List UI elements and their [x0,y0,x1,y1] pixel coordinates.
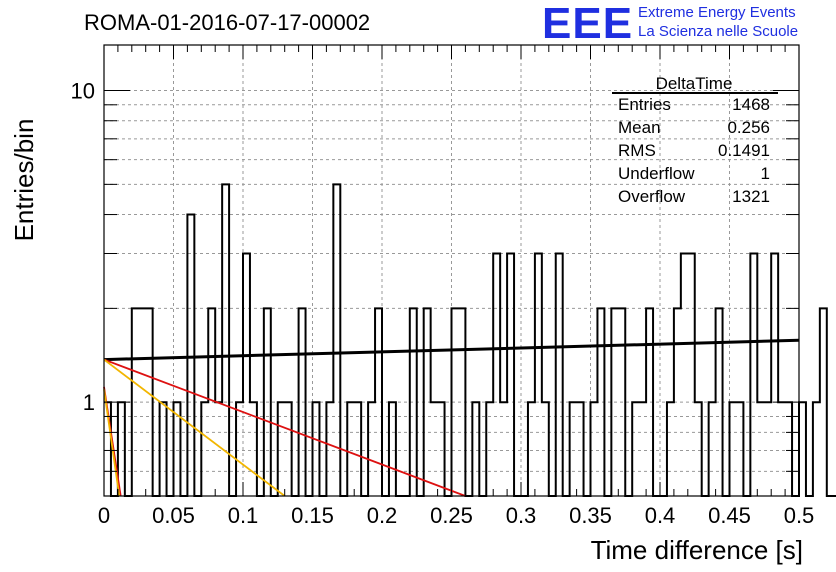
stats-label: Entries [618,95,671,114]
chart-title: ROMA-01-2016-07-17-00002 [84,10,371,35]
eee-logo: EEE [542,0,634,48]
histogram-bin [556,253,563,496]
x-tick-label: 0.1 [228,503,259,528]
stats-label: RMS [618,141,656,160]
histogram-bin [688,253,695,496]
histogram-bin [771,253,778,496]
histogram-series [104,183,836,497]
x-tick-label: 0.05 [152,503,195,528]
x-tick-label: 0.35 [569,503,612,528]
stats-label: Overflow [618,187,686,206]
stats-value: 0.256 [727,118,770,137]
stats-label: Mean [618,118,661,137]
x-tick-label: 0.5 [784,503,815,528]
y-tick-label: 10 [71,79,95,104]
histogram-bin [243,253,250,496]
x-tick-label: 0.45 [708,503,751,528]
y-axis-label: Entries/bin [9,119,39,242]
stats-title: DeltaTime [656,74,733,93]
logo-line-1: Extreme Energy Events [638,4,796,21]
histogram-bin [813,402,820,496]
x-axis-label: Time difference [s] [591,535,803,565]
stats-value: 1468 [732,95,770,114]
histogram-bin [493,253,500,496]
fit-lines [103,338,800,497]
histogram-bin [535,253,542,496]
stats-value: 0.1491 [718,141,770,160]
logo-line-2: La Scienza nelle Scuole [638,23,799,40]
x-tick-label: 0 [98,503,110,528]
fit-line-black [103,338,800,362]
stats-value: 1321 [732,187,770,206]
histogram-bin [507,253,514,496]
x-tick-label: 0.4 [645,503,676,528]
y-tick-label: 1 [83,390,95,415]
histogram-bin [187,215,194,496]
stats-label: Underflow [618,164,695,183]
stats-box: DeltaTime Entries 1468 Mean 0.256 RMS 0.1491 U… [612,74,778,206]
histogram-bin [681,253,688,496]
x-tick-label: 0.3 [506,503,537,528]
histogram-bin [750,253,757,496]
x-tick-label: 0.25 [430,503,473,528]
fit-line-orange [103,358,286,497]
axis-ticks: 0 0.05 0.1 0.15 0.2 0.25 0.3 0.35 0.4 0.45 0.5 1 10 [71,45,815,528]
histogram-outline [104,183,836,497]
fit-line-red [103,358,466,497]
histogram-bin [799,402,806,496]
histogram-bin [820,308,827,496]
x-tick-label: 0.2 [367,503,398,528]
x-tick-label: 0.15 [291,503,334,528]
stats-value: 1 [761,164,770,183]
fit-line-orange [103,389,121,497]
